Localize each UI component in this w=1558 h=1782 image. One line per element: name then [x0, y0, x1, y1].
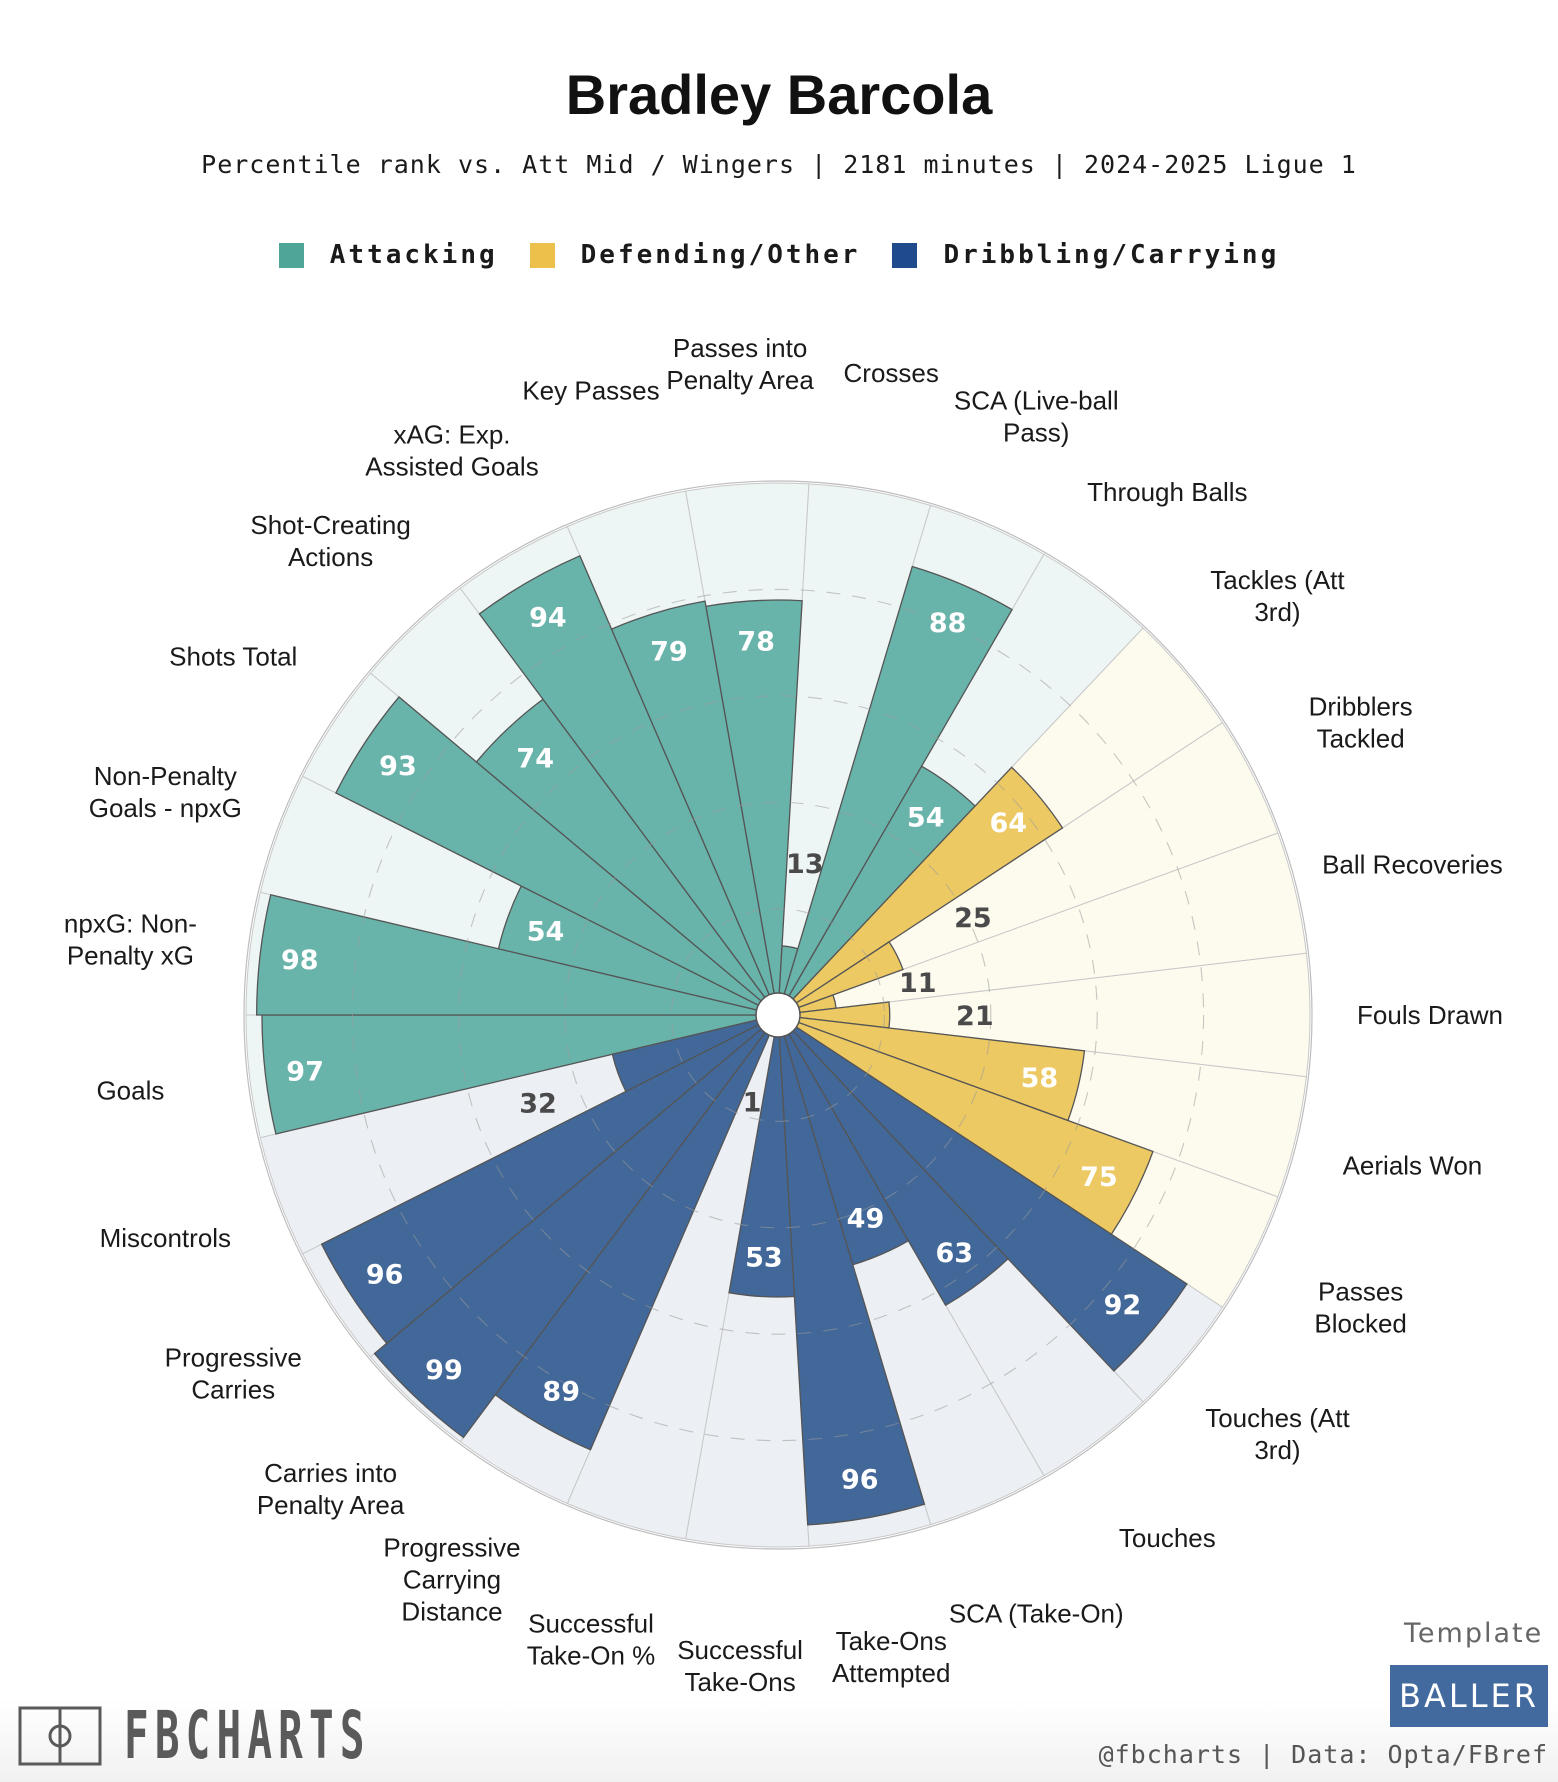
value-label: 99 — [425, 1355, 463, 1386]
logo-text: FBCHARTS — [124, 1697, 371, 1774]
legend-swatch-attacking — [278, 242, 304, 268]
category-label: Successful Take-Ons — [677, 1635, 803, 1697]
category-label: Progressive Carries — [165, 1342, 302, 1404]
category-label: SCA (Live-ball Pass) — [954, 385, 1119, 447]
category-label: Passes into Penalty Area — [666, 333, 814, 395]
bar — [777, 1014, 926, 1526]
value-label: 75 — [1080, 1162, 1118, 1193]
category-label: Shots Total — [169, 642, 297, 672]
bar — [478, 554, 779, 1016]
category-label: Aerials Won — [1343, 1150, 1483, 1180]
gridline — [351, 588, 1205, 1442]
fbcharts-logo: FBCHARTS — [18, 1697, 522, 1774]
value-label: 74 — [516, 744, 554, 775]
legend-swatch-dribbling — [892, 242, 918, 268]
bar — [611, 1014, 779, 1093]
chart-subtitle: Percentile rank vs. Att Mid / Wingers | … — [201, 150, 1357, 179]
value-label: 97 — [286, 1056, 324, 1087]
value-label: 32 — [519, 1088, 557, 1119]
template-label: Template — [1404, 1618, 1544, 1649]
bar — [705, 599, 803, 1016]
value-label: 25 — [954, 903, 992, 934]
value-label: 63 — [936, 1238, 974, 1269]
value-label: 79 — [650, 637, 688, 668]
category-label: Take-Ons Attempted — [832, 1626, 951, 1688]
gridline — [458, 695, 1098, 1335]
bar — [777, 1014, 1188, 1372]
outer-ring — [243, 480, 1313, 1550]
category-label: Miscontrols — [100, 1223, 231, 1253]
category-label: xAG: Exp. Assisted Goals — [365, 419, 538, 481]
bar — [255, 893, 779, 1016]
data-credit: @fbcharts | Data: Opta/FBref — [1098, 1740, 1548, 1769]
value-label: 58 — [1021, 1063, 1059, 1094]
category-label: Goals — [96, 1076, 164, 1106]
value-label: 89 — [542, 1376, 580, 1407]
category-label: Touches (Att 3rd) — [1205, 1403, 1350, 1465]
legend-label: Dribbling/Carrying — [943, 240, 1280, 270]
category-label: Through Balls — [1087, 477, 1247, 507]
value-label: 96 — [841, 1465, 879, 1496]
category-label: Non-Penalty Goals - npxG — [89, 761, 242, 823]
template-badge: BALLER — [1390, 1665, 1548, 1727]
value-label: 13 — [786, 849, 824, 880]
value-label: 1 — [743, 1088, 762, 1119]
category-label: Ball Recoveries — [1322, 850, 1503, 880]
value-label: 49 — [847, 1204, 885, 1235]
category-label: Progressive Carrying Distance — [383, 1533, 520, 1627]
value-label: 54 — [907, 803, 945, 834]
value-label: 11 — [899, 968, 937, 999]
value-label: 78 — [737, 627, 775, 658]
value-label: 21 — [956, 1001, 994, 1032]
category-label: SCA (Take-On) — [949, 1599, 1124, 1629]
bar — [777, 766, 1064, 1016]
bar — [373, 1014, 779, 1439]
legend-item-defending: Defending/Other — [529, 240, 861, 270]
bars — [255, 554, 1188, 1526]
bar — [777, 565, 1013, 1016]
category-labels: Goals npxG: Non-Penalty xG Non-Penalty Goal… — [64, 333, 1503, 1697]
bar — [777, 941, 904, 1016]
value-label: 88 — [929, 608, 967, 639]
value-label: 64 — [989, 808, 1027, 839]
category-label: Fouls Drawn — [1357, 1000, 1503, 1030]
value-label: 54 — [527, 916, 565, 947]
category-label: Touches — [1119, 1523, 1216, 1553]
legend-item-attacking: Attacking — [278, 240, 498, 270]
value-label: 93 — [379, 751, 417, 782]
bar — [728, 1014, 796, 1298]
gridline — [564, 801, 992, 1229]
bar — [320, 1014, 779, 1345]
category-label: npxG: Non-Penalty xG — [64, 908, 197, 970]
category-label: Shot-Creating Actions — [250, 510, 410, 572]
category-label: Dribblers Tackled — [1309, 691, 1413, 753]
legend: Attacking Defending/Other Dribbling/Carr… — [0, 240, 1558, 270]
category-label: Tackles (Att 3rd) — [1210, 565, 1345, 627]
category-label: Carries into Penalty Area — [257, 1458, 405, 1520]
bar — [334, 696, 779, 1016]
legend-swatch-defending — [529, 242, 555, 268]
legend-item-dribbling: Dribbling/Carrying — [892, 240, 1279, 270]
value-label: 96 — [366, 1260, 404, 1291]
category-label: Crosses — [844, 358, 939, 388]
category-label: Key Passes — [522, 375, 659, 405]
legend-label: Defending/Other — [580, 240, 861, 270]
value-label: 92 — [1104, 1290, 1142, 1321]
value-label: 98 — [281, 945, 319, 976]
legend-label: Attacking — [329, 240, 498, 270]
category-label: Passes Blocked — [1314, 1277, 1407, 1339]
center-circle — [755, 992, 801, 1038]
category-label: Successful Take-On % — [527, 1609, 656, 1671]
gridline — [671, 908, 885, 1122]
bar — [777, 1014, 1009, 1307]
footer-background — [0, 1700, 1558, 1782]
value-label: 53 — [745, 1243, 783, 1274]
pitch-icon — [18, 1706, 102, 1765]
value-label: 94 — [529, 602, 567, 633]
value-labels: 97 98 54 93 74 94 79 78 13 88 54 64 25 11 21 58 75 92 63 49… — [281, 602, 1141, 1495]
bar — [610, 600, 779, 1016]
gridlines-over-bars — [351, 588, 1205, 1442]
chart-title: Bradley Barcola — [565, 63, 993, 126]
